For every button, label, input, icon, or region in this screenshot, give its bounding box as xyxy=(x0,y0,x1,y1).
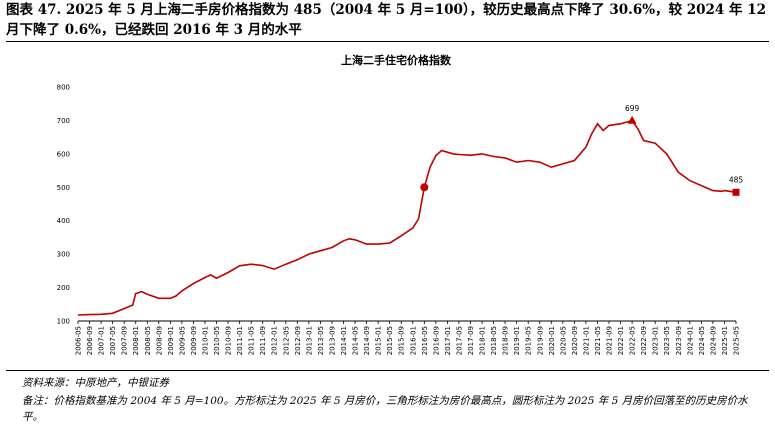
x-tick-label: 2008-09 xyxy=(155,326,163,355)
x-tick-label: 2014-09 xyxy=(363,326,371,355)
x-tick-label: 2018-09 xyxy=(502,326,510,355)
x-tick-label: 2019-09 xyxy=(536,326,544,355)
x-tick-label: 2023-01 xyxy=(652,326,660,355)
x-tick-label: 2020-09 xyxy=(571,326,579,355)
x-tick-label: 2014-01 xyxy=(340,326,348,355)
x-tick-label: 2013-09 xyxy=(328,326,336,355)
y-tick-label: 200 xyxy=(57,284,70,292)
x-tick-label: 2016-01 xyxy=(409,326,417,355)
x-tick-label: 2022-05 xyxy=(629,326,637,355)
x-tick-label: 2018-05 xyxy=(490,326,498,355)
x-tick-label: 2015-09 xyxy=(398,326,406,355)
x-tick-label: 2024-09 xyxy=(709,326,717,355)
y-tick-label: 700 xyxy=(57,117,70,125)
x-tick-label: 2012-09 xyxy=(294,326,302,355)
x-tick-label: 2020-01 xyxy=(548,326,556,355)
x-tick-label: 2013-01 xyxy=(305,326,313,355)
x-tick-label: 2011-01 xyxy=(236,326,244,355)
x-tick-label: 2009-09 xyxy=(190,326,198,355)
x-tick-label: 2019-01 xyxy=(513,326,521,355)
x-tick-label: 2008-01 xyxy=(132,326,140,355)
x-tick-label: 2016-09 xyxy=(432,326,440,355)
x-tick-label: 2011-09 xyxy=(259,326,267,355)
series-line xyxy=(77,119,737,316)
x-tick-label: 2021-05 xyxy=(594,326,602,355)
x-tick-label: 2010-05 xyxy=(213,326,221,355)
triangle-marker xyxy=(627,115,637,124)
x-tick-label: 2025-05 xyxy=(733,326,741,355)
x-tick-label: 2021-09 xyxy=(606,326,614,355)
x-tick-label: 2015-05 xyxy=(386,326,394,355)
square-marker xyxy=(732,188,740,196)
x-tick-label: 2022-09 xyxy=(640,326,648,355)
x-tick-label: 2007-05 xyxy=(109,326,117,355)
x-tick-label: 2011-05 xyxy=(248,326,256,355)
x-tick-label: 2022-01 xyxy=(617,326,625,355)
x-tick-label: 2020-05 xyxy=(559,326,567,355)
y-tick-label: 100 xyxy=(57,318,70,326)
top-rule xyxy=(6,41,769,42)
source-note: 资料来源：中原地产，中银证券 xyxy=(22,377,169,389)
x-tick-label: 2014-05 xyxy=(352,326,360,355)
bottom-rule xyxy=(6,370,769,371)
x-tick-label: 2017-09 xyxy=(467,326,475,355)
x-tick-label: 2008-05 xyxy=(144,326,152,355)
x-tick-label: 2019-05 xyxy=(525,326,533,355)
price-index-chart: 上海二手住宅价格指数 100 200 300 400 500 600 700 800 2006… xyxy=(57,53,744,355)
x-tick-label: 2017-05 xyxy=(455,326,463,355)
y-tick-label: 600 xyxy=(57,150,70,158)
x-tick-label: 2006-05 xyxy=(75,326,83,355)
y-tick-label: 300 xyxy=(57,251,70,259)
x-tick-label: 2021-01 xyxy=(582,326,590,355)
x-tick-label: 2015-01 xyxy=(375,326,383,355)
x-tick-label: 2009-05 xyxy=(178,326,186,355)
chart-title: 上海二手住宅价格指数 xyxy=(341,53,452,67)
x-tick-label: 2013-05 xyxy=(317,326,325,355)
x-axis-ticks: 2006-05 2006-09 2007-01 2007-05 2007-09 2008-… xyxy=(75,321,741,355)
x-tick-label: 2007-09 xyxy=(121,326,129,355)
circle-marker xyxy=(420,183,429,192)
x-tick-label: 2024-05 xyxy=(698,326,706,355)
markers: 699 485 xyxy=(420,104,743,196)
x-tick-label: 2007-01 xyxy=(98,326,106,355)
x-tick-label: 2016-05 xyxy=(421,326,429,355)
x-tick-label: 2012-05 xyxy=(282,326,290,355)
x-tick-label: 2023-09 xyxy=(675,326,683,355)
x-tick-label: 2010-01 xyxy=(201,326,209,355)
x-tick-label: 2006-09 xyxy=(86,326,94,355)
data-label: 485 xyxy=(729,175,744,184)
x-tick-label: 2023-05 xyxy=(663,326,671,355)
x-tick-label: 2025-01 xyxy=(721,326,729,355)
y-tick-label: 800 xyxy=(57,84,70,92)
y-tick-label: 400 xyxy=(57,217,70,225)
figure-title: 图表 47. 2025 年 5 月上海二手房价格指数为 485（2004 年 5… xyxy=(6,2,767,38)
x-tick-label: 2024-01 xyxy=(686,326,694,355)
footnote: 备注：价格指数基准为 2004 年 5 月=100。方形标注为 2025 年 5… xyxy=(22,395,748,423)
x-tick-label: 2010-09 xyxy=(225,326,233,355)
data-label: 699 xyxy=(625,104,640,113)
x-tick-label: 2017-01 xyxy=(444,326,452,355)
y-tick-label: 500 xyxy=(57,184,70,192)
x-tick-label: 2009-01 xyxy=(167,326,175,355)
x-tick-label: 2018-01 xyxy=(479,326,487,355)
y-axis-ticks: 100 200 300 400 500 600 700 800 xyxy=(57,84,70,326)
x-tick-label: 2012-01 xyxy=(271,326,279,355)
